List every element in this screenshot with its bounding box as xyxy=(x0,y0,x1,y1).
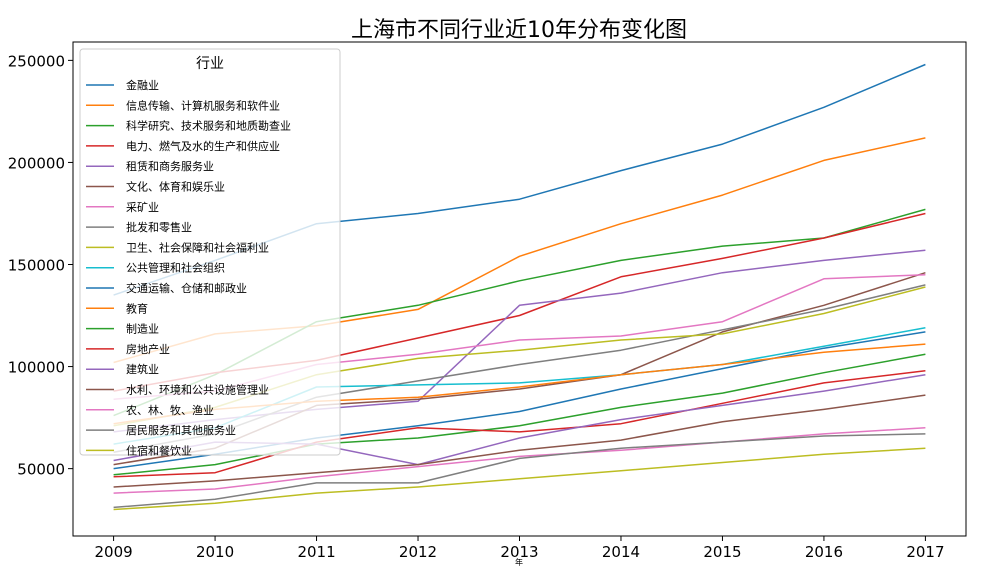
axes-layer: 2009 2010 2011 2012 2013 2014 2015 2016 2017 5000… xyxy=(8,52,945,561)
legend-title: 行业 xyxy=(196,56,224,72)
x-tick-label: 2009 xyxy=(94,543,132,561)
x-tick-label: 2012 xyxy=(399,543,437,561)
legend-label: 金融业 xyxy=(126,78,159,92)
legend-label: 农、林、牧、渔业 xyxy=(126,403,214,417)
y-tick-label: 100000 xyxy=(8,359,65,377)
y-tick-label: 250000 xyxy=(8,52,65,70)
series-line-16 xyxy=(113,394,926,488)
x-tick-label: 2015 xyxy=(703,543,741,561)
legend-label: 批发和零售业 xyxy=(126,220,192,234)
legend-label: 建筑业 xyxy=(126,362,159,376)
legend-label: 公共管理和社会组织 xyxy=(126,261,225,275)
series-line-14 xyxy=(113,369,926,478)
series-line-13 xyxy=(113,353,926,476)
legend-label: 住宿和餐饮业 xyxy=(126,443,192,457)
legend-label: 教育 xyxy=(126,301,148,315)
legend-label: 卫生、社会保障和社会福利业 xyxy=(126,240,269,254)
legend-label: 采矿业 xyxy=(126,201,159,214)
legend-box xyxy=(79,48,341,456)
y-tick-label: 150000 xyxy=(8,257,65,275)
legend-label: 租赁和商务服务业 xyxy=(126,159,214,173)
x-tick-label: 2011 xyxy=(297,543,335,561)
legend-items: 金融业信息传输、计算机服务和软件业科学研究、技术服务和地质勘查业电力、燃气及水的… xyxy=(86,78,291,457)
x-tick-label: 2010 xyxy=(196,543,234,561)
chart-title: 上海市不同行业近10年分布变化图 xyxy=(351,18,687,43)
x-tick-label: 2013 xyxy=(500,543,538,561)
legend-label: 文化、体育和娱乐业 xyxy=(126,180,225,194)
legend-label: 信息传输、计算机服务和软件业 xyxy=(126,98,280,112)
legend-label: 居民服务和其他服务业 xyxy=(126,424,236,437)
legend-label: 电力、燃气及水的生产和供应业 xyxy=(126,139,280,153)
legend-label: 科学研究、技术服务和地质勘查业 xyxy=(126,119,291,133)
series-line-19 xyxy=(113,447,926,511)
legend: 行业 金融业信息传输、计算机服务和软件业科学研究、技术服务和地质勘查业电力、燃气… xyxy=(79,48,341,457)
x-tick-label: 2017 xyxy=(906,543,944,561)
y-tick-label: 200000 xyxy=(8,154,65,172)
legend-label: 制造业 xyxy=(126,322,159,336)
series-line-17 xyxy=(113,427,926,494)
legend-label: 房地产业 xyxy=(126,342,170,356)
series-line-18 xyxy=(113,433,926,509)
y-tick-label: 50000 xyxy=(17,461,65,479)
x-axis-label: 年 xyxy=(515,557,523,567)
x-tick-label: 2014 xyxy=(602,543,640,561)
legend-label: 交通运输、仓储和邮政业 xyxy=(126,281,247,295)
x-tick-label: 2016 xyxy=(805,543,843,561)
legend-label: 水利、环境和公共设施管理业 xyxy=(126,383,269,397)
